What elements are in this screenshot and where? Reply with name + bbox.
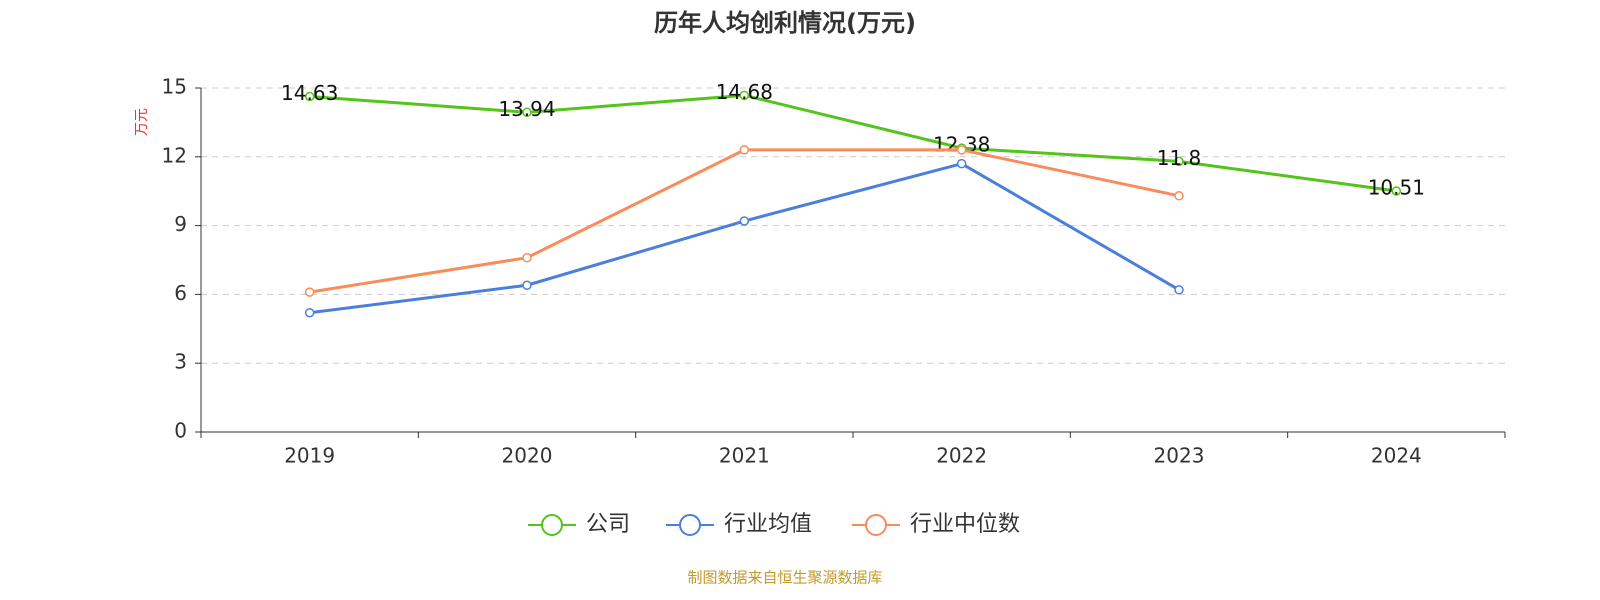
legend-marker	[541, 514, 563, 536]
data-point	[1391, 186, 1402, 196]
x-tick-label: 2023	[1154, 444, 1205, 468]
y-tick-label: 0	[174, 419, 187, 443]
data-point	[956, 158, 967, 169]
x-tick-label: 2020	[502, 444, 553, 468]
x-tick-label: 2022	[936, 444, 987, 468]
legend-label: 行业均值	[724, 512, 812, 537]
x-tick-label: 2024	[1371, 444, 1422, 468]
data-label: 10.51	[1368, 175, 1425, 199]
y-tick-label: 15	[162, 75, 187, 99]
data-point	[739, 216, 750, 226]
y-axis-label: 万元	[134, 108, 150, 136]
x-tick-label: 2019	[284, 444, 335, 468]
legend-label: 行业中位数	[910, 512, 1020, 537]
chart-title: 历年人均创利情况(万元)	[654, 9, 916, 37]
y-tick-label: 12	[162, 143, 187, 167]
data-point	[956, 145, 967, 155]
data-point	[739, 145, 750, 155]
data-point	[739, 90, 750, 101]
series-line	[309, 162, 1180, 315]
data-point	[522, 107, 532, 118]
y-tick-label: 6	[174, 281, 187, 305]
data-point	[1174, 191, 1184, 201]
source-note: 制图数据来自恒生聚源数据库	[687, 569, 882, 587]
data-point	[304, 91, 315, 102]
data-point	[1174, 285, 1184, 295]
data-point	[522, 280, 532, 290]
x-tick-label: 2021	[719, 444, 770, 468]
data-point	[304, 287, 315, 297]
legend-marker	[679, 514, 701, 536]
data-point	[304, 307, 315, 318]
legend-label: 公司	[586, 512, 630, 537]
data-label: 11.8	[1157, 146, 1202, 170]
y-tick-label: 9	[174, 212, 187, 236]
legend-marker	[865, 514, 887, 536]
data-label: 14.68	[716, 80, 773, 104]
series-line	[309, 93, 1397, 193]
data-label: 14.63	[281, 81, 338, 105]
data-point	[522, 252, 532, 263]
y-tick-label: 3	[174, 350, 187, 374]
data-point	[1174, 156, 1184, 167]
data-label: 13.94	[498, 97, 555, 121]
